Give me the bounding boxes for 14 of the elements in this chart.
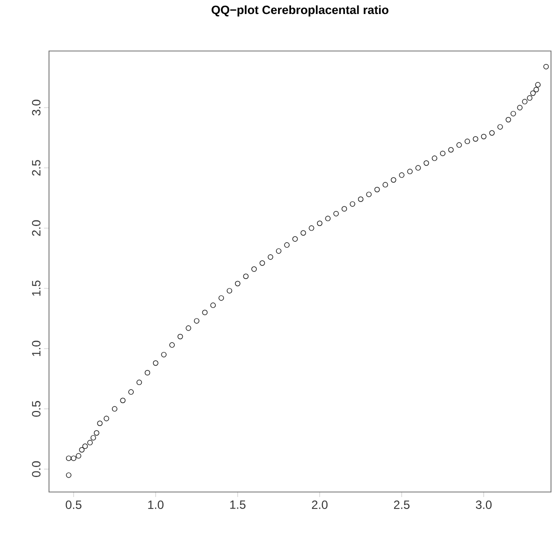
x-tick-label: 2.5 <box>394 500 410 509</box>
x-tick-label: 2.0 <box>312 500 328 509</box>
x-tick-label: 0.5 <box>66 500 82 509</box>
y-tick-label: 2.5 <box>32 160 40 176</box>
y-tick-label: 3.0 <box>32 100 40 116</box>
y-tick-label: 2.0 <box>32 220 40 236</box>
y-tick-label: 0.5 <box>32 401 40 417</box>
x-tick-label: 3.0 <box>476 500 492 509</box>
x-tick-label: 1.0 <box>148 500 164 509</box>
y-tick-label: 0.0 <box>32 461 40 477</box>
chart-title: QQ−plot Cerebroplacental ratio <box>212 5 388 16</box>
y-tick-label: 1.5 <box>32 280 40 296</box>
y-tick-label: 1.0 <box>32 340 40 356</box>
x-tick-label: 1.5 <box>230 500 246 509</box>
